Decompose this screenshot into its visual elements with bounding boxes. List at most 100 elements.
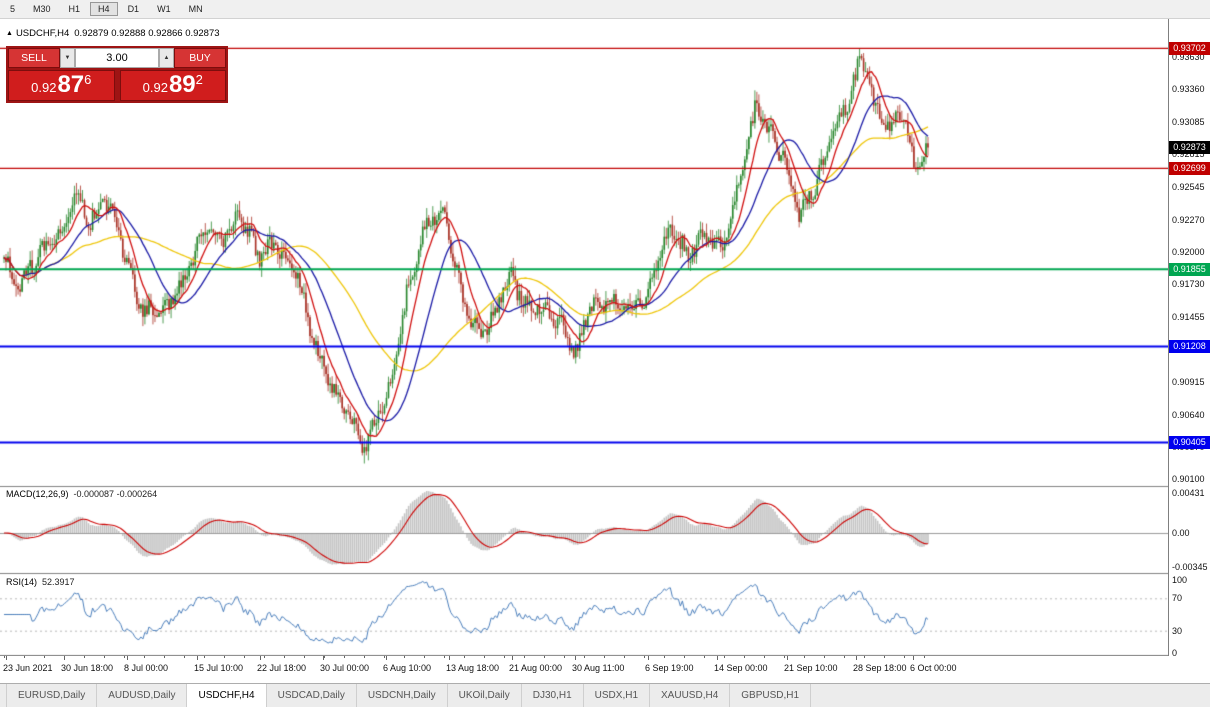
time-minor-tick	[284, 656, 285, 658]
time-axis-label: 6 Aug 10:00	[383, 663, 432, 673]
sell-button[interactable]: SELL	[8, 48, 60, 68]
time-axis-label: 14 Sep 00:00	[714, 663, 768, 673]
volume-decrease-button[interactable]: ▼	[60, 48, 75, 68]
price-axis-label: 0.90640	[1172, 409, 1205, 420]
tab-usdchf-h4[interactable]: USDCHF,H4	[187, 684, 267, 707]
time-minor-tick	[824, 656, 825, 658]
rsi-title: RSI(14)	[6, 577, 38, 587]
tab-ukoil-daily[interactable]: UKOil,Daily	[448, 684, 522, 707]
tab-eurusd-daily[interactable]: EURUSD,Daily	[6, 684, 98, 707]
time-minor-tick	[864, 656, 865, 658]
ask-price-main: 89	[168, 71, 196, 98]
price-axis-label: 0.91455	[1172, 312, 1205, 323]
bid-price-prefix: 0.92	[31, 80, 57, 95]
timeframe-button-w1[interactable]: W1	[157, 4, 171, 14]
time-axis-label: 30 Jul 00:00	[320, 663, 370, 673]
price-axis-label: 0.92815	[1172, 149, 1205, 160]
price-level-badge: 0.93702	[1169, 41, 1210, 55]
timeframe-button-m30[interactable]: M30	[33, 4, 51, 14]
rsi-axis-label: 100	[1172, 575, 1188, 585]
collapse-chart-icon[interactable]: ▲	[6, 30, 13, 37]
time-minor-tick	[344, 656, 345, 658]
price-axis-label: 0.92545	[1172, 181, 1205, 192]
time-minor-tick	[424, 656, 425, 658]
time-minor-tick	[604, 656, 605, 658]
timeframe-button-mn[interactable]: MN	[188, 4, 203, 14]
time-axis-label: 13 Aug 18:00	[446, 663, 500, 673]
ask-price-display[interactable]: 0.92 89 2	[119, 70, 226, 101]
macd-axis-label: 0.00431	[1172, 488, 1205, 498]
time-axis-label: 21 Sep 10:00	[784, 663, 838, 673]
price-chart-canvas[interactable]	[0, 19, 1168, 656]
time-minor-tick	[564, 656, 565, 658]
chart-ohlc-quote: 0.92879 0.92888 0.92866 0.92873	[74, 28, 220, 39]
timeframe-button-d1[interactable]: D1	[127, 4, 140, 14]
time-minor-tick	[204, 656, 205, 658]
tab-gbpusd-h1[interactable]: GBPUSD,H1	[730, 684, 812, 707]
tab-xauusd-h4[interactable]: XAUUSD,H4	[650, 684, 731, 707]
time-tick	[913, 656, 914, 660]
tab-usdcad-daily[interactable]: USDCAD,Daily	[267, 684, 357, 707]
macd-axis-label: -0.00345	[1172, 562, 1208, 572]
time-minor-tick	[164, 656, 165, 658]
price-axis-label: 0.92270	[1172, 214, 1205, 225]
timeframe-button-h4[interactable]: H4	[90, 2, 118, 16]
macd-values: -0.000087 -0.000264	[73, 489, 158, 499]
rsi-indicator-label: RSI(14) 52.3917	[6, 577, 75, 587]
time-minor-tick	[504, 656, 505, 658]
rsi-value: 52.3917	[42, 577, 75, 587]
price-axis[interactable]: 0.93630 0.93360 0.93085 0.92815 0.92545 0.922…	[1168, 19, 1210, 658]
macd-axis-label: 0.00	[1172, 528, 1190, 538]
time-axis-label: 8 Jul 00:00	[124, 663, 169, 673]
time-tick	[648, 656, 649, 660]
time-minor-tick	[924, 656, 925, 658]
volume-input[interactable]	[75, 48, 159, 68]
rsi-axis-label: 70	[1172, 593, 1183, 604]
tab-usdx-h1[interactable]: USDX,H1	[584, 684, 651, 707]
time-tick	[197, 656, 198, 660]
time-minor-tick	[84, 656, 85, 658]
buy-button[interactable]: BUY	[174, 48, 226, 68]
time-minor-tick	[124, 656, 125, 658]
time-minor-tick	[4, 656, 5, 658]
buy-button-label: BUY	[189, 52, 211, 64]
time-tick	[856, 656, 857, 660]
time-minor-tick	[244, 656, 245, 658]
price-level-badge: 0.91855	[1169, 262, 1210, 276]
time-tick	[323, 656, 324, 660]
price-axis-label: 0.91730	[1172, 279, 1205, 290]
time-tick	[512, 656, 513, 660]
tab-usdcnh-daily[interactable]: USDCNH,Daily	[357, 684, 448, 707]
macd-indicator-label: MACD(12,26,9) -0.000087 -0.000264	[6, 489, 157, 499]
time-minor-tick	[704, 656, 705, 658]
time-axis-label: 23 Jun 2021	[3, 663, 53, 673]
time-tick	[386, 656, 387, 660]
time-axis[interactable]: 23 Jun 2021 30 Jun 18:00 8 Jul 00:00 15 Jul…	[0, 656, 1168, 681]
timeframe-button-5[interactable]: 5	[10, 4, 16, 14]
bid-price-display[interactable]: 0.92 87 6	[8, 70, 115, 101]
volume-increase-button[interactable]: ▲	[159, 48, 174, 68]
chevron-up-icon: ▲	[163, 55, 170, 61]
time-minor-tick	[264, 656, 265, 658]
time-minor-tick	[364, 656, 365, 658]
chevron-down-icon: ▼	[64, 55, 71, 61]
time-axis-label: 28 Sep 18:00	[853, 663, 907, 673]
time-minor-tick	[684, 656, 685, 658]
tab-dj30-h1[interactable]: DJ30,H1	[522, 684, 584, 707]
time-minor-tick	[484, 656, 485, 658]
time-axis-label: 30 Aug 11:00	[572, 663, 625, 673]
time-minor-tick	[384, 656, 385, 658]
timeframe-button-h1[interactable]: H1	[68, 4, 81, 14]
time-axis-label: 15 Jul 10:00	[194, 663, 244, 673]
time-minor-tick	[24, 656, 25, 658]
price-level-badge: 0.90405	[1169, 436, 1210, 450]
chart-header: ▲ USDCHF,H4 0.92879 0.92888 0.92866 0.9287…	[6, 28, 220, 39]
one-click-trade-panel: SELL ▼ ▲ BUY 0.92 87 6 0.92 89 2	[6, 46, 228, 103]
time-minor-tick	[744, 656, 745, 658]
rsi-axis-label: 0	[1172, 648, 1178, 658]
time-minor-tick	[544, 656, 545, 658]
time-minor-tick	[644, 656, 645, 658]
timeframe-toolbar: 5 M30 H1 H4 D1 W1 MN	[0, 0, 1210, 19]
time-minor-tick	[524, 656, 525, 658]
tab-audusd-daily[interactable]: AUDUSD,Daily	[97, 684, 188, 707]
